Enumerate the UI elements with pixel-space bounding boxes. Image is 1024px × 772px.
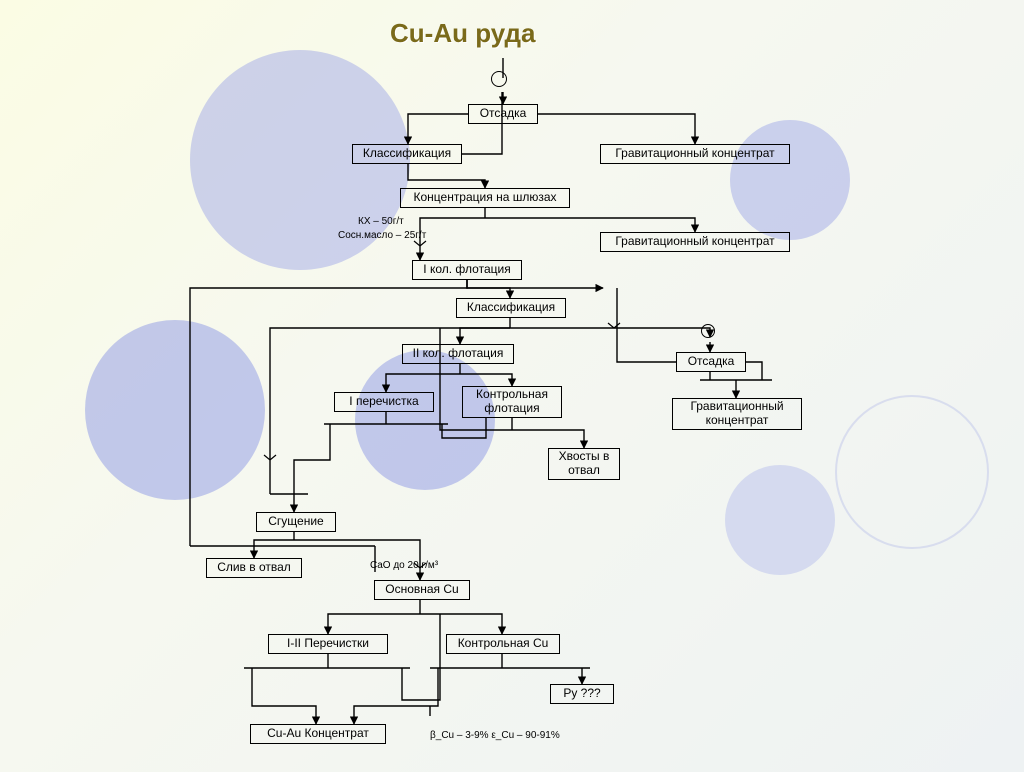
edge-14: [510, 328, 710, 337]
node-klass2: Классификация: [456, 298, 566, 318]
connector-circle-c1: [491, 71, 507, 87]
node-osn_cu: Основная Cu: [374, 580, 470, 600]
bg-circle-1: [85, 320, 265, 500]
bg-circle-5: [835, 395, 989, 549]
edge-notch-14: [608, 323, 620, 328]
node-otsadka1: Отсадка: [468, 104, 538, 124]
node-perech12: I-II Перечистки: [268, 634, 388, 654]
node-kontr_cu: Контрольная Cu: [446, 634, 560, 654]
node-sgush: Сгущение: [256, 512, 336, 532]
bg-circle-4: [725, 465, 835, 575]
node-cuau_conc: Cu-Au Концентрат: [250, 724, 386, 744]
node-perech1: I перечистка: [334, 392, 434, 412]
edge-13: [460, 328, 510, 344]
node-otsadka2: Отсадка: [676, 352, 746, 372]
node-grav3: Гравитационный концентрат: [672, 398, 802, 430]
node-klass1: Классификация: [352, 144, 462, 164]
edge-17: [617, 288, 676, 362]
node-flot1: I кол. флотация: [412, 260, 522, 280]
label-cao: CaO до 20 г/м³: [370, 560, 438, 571]
node-py: Py ???: [550, 684, 614, 704]
label-sosn: Сосн.масло – 25г/т: [338, 230, 426, 241]
node-konc_shluz: Концентрация на шлюзах: [400, 188, 570, 208]
node-grav2: Гравитационный концентрат: [600, 232, 790, 252]
edge-46: [402, 614, 440, 700]
bg-circle-3: [730, 120, 850, 240]
edge-notch-15: [264, 455, 276, 460]
node-sliv: Слив в отвал: [206, 558, 302, 578]
edge-27: [512, 430, 584, 448]
edge-11: [467, 280, 603, 288]
edge-8: [485, 218, 695, 232]
connector-circle-c2: [701, 324, 715, 338]
node-grav1: Гравитационный концентрат: [600, 144, 790, 164]
edge-7: [420, 218, 485, 260]
node-flot2: II кол. флотация: [402, 344, 514, 364]
edge-3: [538, 114, 695, 144]
label-beta: β_Cu – 3-9% ε_Cu – 90-91%: [430, 730, 560, 741]
edge-41: [328, 614, 420, 634]
edge-36: [254, 540, 294, 558]
edge-9: [190, 280, 467, 316]
edge-4: [408, 164, 485, 188]
edge-10: [467, 280, 510, 298]
node-hvosty: Хвосты в отвал: [548, 448, 620, 480]
edge-30: [294, 424, 330, 494]
edge-42: [420, 614, 502, 634]
edge-notch-7: [414, 241, 426, 246]
edge-49: [354, 668, 438, 724]
edge-45: [252, 668, 316, 724]
page-title: Cu-Au руда: [390, 18, 536, 49]
edge-2: [408, 114, 468, 144]
bg-circle-2: [355, 350, 495, 490]
node-kontr_flot: Контрольная флотация: [462, 386, 562, 418]
edge-18: [746, 362, 762, 380]
diagram-canvas: Cu-Au руда Отсадка Классификация Гравитаци…: [0, 0, 1024, 772]
label-kx: КХ – 50г/т: [358, 216, 404, 227]
